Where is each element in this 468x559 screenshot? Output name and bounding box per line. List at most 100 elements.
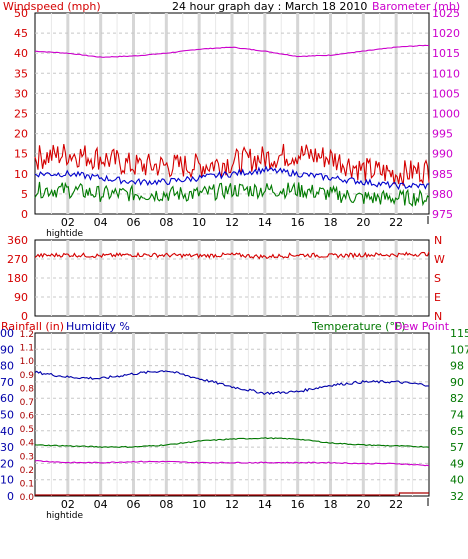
tick-label: 70: [0, 376, 14, 389]
tick-label: 90: [14, 291, 28, 304]
rainfall-axis-label: Rainfall (in): [1, 320, 64, 333]
x-tick-label: 04: [94, 216, 108, 229]
tick-label: E: [434, 291, 441, 304]
x-tick-label: 04: [94, 498, 108, 511]
tick-label: 5: [21, 188, 28, 201]
tick-label: 990: [432, 148, 453, 161]
tick-label: 30: [14, 87, 28, 100]
tick-label: N: [434, 310, 442, 323]
tick-label: 60: [0, 392, 14, 405]
tick-label: 50: [14, 7, 28, 20]
tick-label: 1010: [432, 67, 460, 80]
tick-label: 82: [450, 392, 464, 405]
x-tick-label: 16: [291, 216, 305, 229]
rainfall-line: [35, 492, 429, 496]
tick-label: 80: [0, 360, 14, 373]
tick-label: 975: [432, 208, 453, 221]
tick-label: S: [434, 272, 441, 285]
tick-label: 1.2: [20, 330, 34, 340]
temperature-line: [34, 437, 430, 448]
tick-label: 360: [7, 234, 28, 247]
x-tick-label: 18: [324, 498, 338, 511]
wind-avg-line: [34, 181, 430, 207]
tick-label: 0.9: [20, 371, 35, 381]
dewpoint-line: [34, 459, 430, 467]
tick-label: 98: [450, 360, 464, 373]
tick-label: 90: [0, 343, 14, 356]
tick-label: 107: [450, 343, 468, 356]
x-tick-label: 16: [291, 498, 305, 511]
tick-label: N: [434, 234, 442, 247]
hightide-label: hightide: [46, 229, 83, 239]
tick-label: 0.3: [20, 452, 34, 462]
hightide-label: hightide: [46, 511, 83, 521]
x-tick-label: 08: [159, 498, 173, 511]
tick-label: 0.6: [20, 412, 35, 422]
tick-label: 15: [14, 148, 28, 161]
tick-label: 25: [14, 108, 28, 121]
tick-label: 0: [21, 310, 28, 323]
x-tick-label: 14: [258, 498, 272, 511]
axis-layer: 0510152025303540455097598098599099510001…: [0, 7, 468, 521]
tick-label: 30: [0, 441, 14, 454]
x-tick-label: 06: [127, 498, 141, 511]
tick-label: 45: [14, 27, 28, 40]
tick-label: 0.8: [20, 384, 35, 394]
tick-label: 0.5: [20, 425, 34, 435]
windspeed-line: [34, 143, 430, 186]
x-tick-label: 22: [389, 216, 403, 229]
tick-label: 1005: [432, 87, 460, 100]
tick-label: 40: [450, 474, 464, 487]
series-layer: [34, 44, 430, 496]
tick-label: 65: [450, 425, 464, 438]
tick-label: 57: [450, 441, 464, 454]
wind-direction-line: [34, 251, 430, 260]
x-tick-label: 02: [61, 498, 75, 511]
tick-label: 985: [432, 168, 453, 181]
graph-title: 24 hour graph day : March 18 2010: [172, 0, 367, 13]
tick-label: 0.7: [20, 398, 34, 408]
tick-label: 115: [450, 327, 468, 340]
tick-label: 49: [450, 457, 464, 470]
tick-label: 50: [0, 409, 14, 422]
barometer-axis-label: Barometer (mb): [372, 0, 460, 13]
tick-label: 74: [450, 409, 464, 422]
barometer-line: [34, 44, 430, 58]
tick-label: 100: [0, 327, 14, 340]
x-tick-label: 20: [356, 498, 370, 511]
tick-label: 40: [0, 425, 14, 438]
tick-label: 20: [0, 457, 14, 470]
x-tick-label: 22: [389, 498, 403, 511]
x-tick-label: 12: [225, 498, 239, 511]
windspeed-axis-label: Windspeed (mph): [3, 0, 101, 13]
tick-label: 35: [14, 67, 28, 80]
tick-label: 0: [7, 490, 14, 503]
temperature-axis-label: Temperature (°F): [311, 320, 406, 333]
dewpoint-axis-label: Dew Point: [394, 320, 450, 333]
tick-label: 40: [14, 47, 28, 60]
grid-layer: [35, 13, 429, 496]
tick-label: 20: [14, 128, 28, 141]
tick-label: 1000: [432, 108, 460, 121]
x-tick-label: 20: [356, 216, 370, 229]
x-tick-label: 18: [324, 216, 338, 229]
tick-label: 270: [7, 253, 28, 266]
tick-label: 0: [21, 208, 28, 221]
tick-label: 32: [450, 490, 464, 503]
tick-label: 1015: [432, 47, 460, 60]
tick-label: 980: [432, 188, 453, 201]
tick-label: 1020: [432, 27, 460, 40]
x-tick-label: 10: [192, 216, 206, 229]
tick-label: 90: [450, 376, 464, 389]
wind-gust-line: [34, 165, 429, 191]
tick-label: 0.4: [20, 439, 35, 449]
x-tick-label: 12: [225, 216, 239, 229]
x-tick-label: 08: [159, 216, 173, 229]
tick-label: 0.2: [20, 466, 34, 476]
tick-label: 10: [14, 168, 28, 181]
tick-label: 1.0: [20, 357, 35, 367]
tick-label: 0.1: [20, 479, 34, 489]
tick-label: 10: [0, 474, 14, 487]
x-tick-label: 10: [192, 498, 206, 511]
